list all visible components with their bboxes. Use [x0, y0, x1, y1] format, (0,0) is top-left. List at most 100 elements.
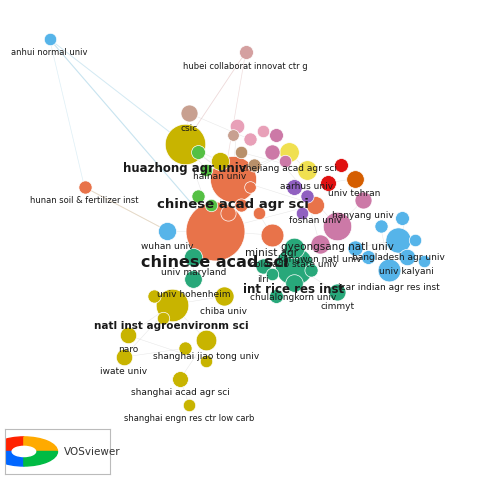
Point — [307, 266, 315, 274]
Circle shape — [12, 446, 36, 456]
Point — [150, 292, 158, 300]
Text: hainan univ: hainan univ — [193, 172, 246, 181]
Point — [290, 262, 298, 270]
Point — [194, 192, 202, 200]
Point — [350, 244, 358, 252]
Point — [285, 148, 293, 156]
Text: univ kalyani: univ kalyani — [380, 267, 434, 276]
Point — [159, 314, 167, 322]
Point — [359, 196, 367, 204]
Point — [185, 401, 193, 409]
Text: gyeongsang natl univ: gyeongsang natl univ — [280, 242, 394, 251]
Point — [216, 157, 224, 165]
Point — [290, 183, 298, 191]
Text: hunan soil & fertilizer inst: hunan soil & fertilizer inst — [30, 196, 139, 205]
Text: univ maryland: univ maryland — [160, 268, 226, 277]
Text: wuhan univ: wuhan univ — [141, 242, 194, 251]
Text: hanyang univ: hanyang univ — [332, 211, 394, 220]
Point — [259, 262, 267, 270]
Point — [394, 236, 402, 243]
Text: naro: naro — [118, 345, 138, 354]
Text: iwate univ: iwate univ — [100, 367, 148, 376]
Point — [324, 179, 332, 187]
Point — [228, 131, 236, 139]
Point — [238, 201, 246, 208]
Point — [364, 253, 372, 261]
Text: icar indian agr res inst: icar indian agr res inst — [338, 283, 440, 292]
Point — [268, 271, 276, 278]
Text: hubei collaborat innovat ctr g: hubei collaborat innovat ctr g — [184, 62, 308, 71]
Point — [168, 301, 175, 308]
Point — [272, 131, 280, 139]
Point — [259, 127, 267, 135]
Point — [333, 288, 341, 296]
Point — [268, 148, 276, 156]
Text: foshan univ: foshan univ — [289, 216, 342, 225]
Point — [272, 292, 280, 300]
Point — [176, 375, 184, 383]
Point — [281, 157, 289, 165]
Wedge shape — [24, 437, 58, 451]
Point — [185, 109, 193, 117]
Point — [250, 161, 258, 169]
Point — [120, 353, 128, 361]
Point — [202, 336, 210, 343]
Text: kangwon natl univ: kangwon natl univ — [278, 255, 361, 264]
Text: cimmyt: cimmyt — [320, 302, 354, 311]
Point — [180, 140, 188, 148]
Text: chinese acad sci: chinese acad sci — [142, 255, 289, 270]
Text: ilri: ilri — [258, 275, 269, 284]
Point — [224, 209, 232, 217]
Point — [268, 231, 276, 239]
Point — [350, 175, 358, 182]
Point — [180, 344, 188, 352]
Text: bangladesh agr univ: bangladesh agr univ — [352, 253, 444, 262]
Text: chinese acad agr sci: chinese acad agr sci — [156, 198, 308, 211]
Point — [164, 227, 172, 235]
Point — [316, 240, 324, 248]
Point — [80, 183, 88, 191]
Text: huazhong agr univ: huazhong agr univ — [123, 162, 246, 175]
Point — [338, 161, 345, 169]
Point — [403, 253, 411, 261]
Point — [246, 183, 254, 191]
Point — [46, 35, 54, 43]
Text: csic: csic — [180, 124, 198, 133]
Wedge shape — [0, 437, 24, 451]
Point — [412, 236, 420, 243]
Point — [194, 148, 202, 156]
Point — [242, 48, 250, 56]
Text: univ tehran: univ tehran — [328, 189, 380, 198]
Point — [228, 175, 236, 182]
Point — [302, 166, 310, 174]
Point — [220, 292, 228, 300]
Point — [398, 214, 406, 222]
Point — [290, 279, 298, 287]
Point — [298, 209, 306, 217]
Point — [302, 192, 310, 200]
Text: univ hohenheim: univ hohenheim — [156, 290, 230, 298]
Text: colorado state univ: colorado state univ — [250, 261, 337, 269]
Point — [290, 244, 298, 252]
Text: anhui normal univ: anhui normal univ — [12, 48, 88, 57]
Point — [211, 227, 219, 235]
Point — [376, 223, 384, 230]
Point — [233, 123, 241, 130]
Text: chiba univ: chiba univ — [200, 308, 248, 317]
Text: minist agr: minist agr — [246, 248, 298, 258]
Text: VOSviewer: VOSviewer — [64, 447, 120, 457]
Point — [207, 201, 215, 208]
Point — [190, 253, 198, 261]
Text: chulalongkorn univ: chulalongkorn univ — [250, 294, 336, 303]
Point — [386, 266, 394, 274]
Text: int rice res inst: int rice res inst — [243, 283, 344, 296]
Point — [190, 275, 198, 283]
Point — [246, 136, 254, 143]
Wedge shape — [24, 451, 58, 466]
Point — [202, 358, 210, 365]
Text: shanghai engn res ctr low carb: shanghai engn res ctr low carb — [124, 414, 254, 422]
Text: shanghai acad agr sci: shanghai acad agr sci — [131, 388, 230, 398]
Point — [420, 257, 428, 265]
Text: zhejiang acad agr sci: zhejiang acad agr sci — [241, 164, 337, 173]
Text: shanghai jiao tong univ: shanghai jiao tong univ — [154, 352, 260, 361]
